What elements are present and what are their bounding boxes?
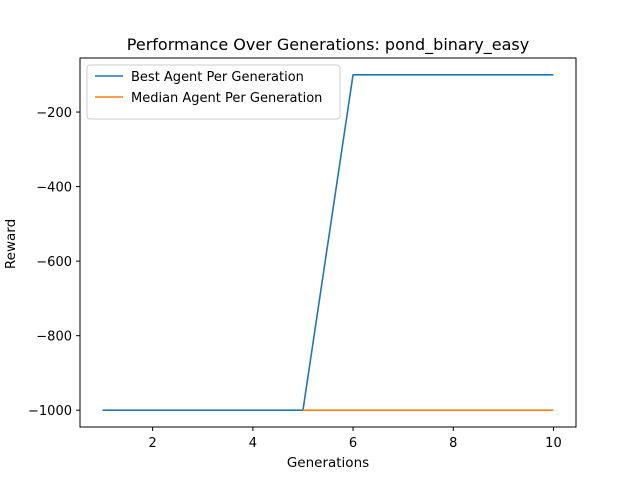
x-tick-label: 8 [449,436,457,451]
legend-label: Best Agent Per Generation [131,70,304,85]
y-tick-label: −600 [36,255,72,270]
x-tick-label: 4 [249,436,257,451]
x-axis-ticks: 2 4 6 8 10 [149,427,562,451]
y-tick-label: −200 [36,106,72,121]
y-axis-label: Reward [3,219,19,269]
legend: Best Agent Per Generation Median Agent Pe… [86,64,341,120]
x-tick-label: 2 [149,436,157,451]
series-layer [102,73,554,412]
series-line [102,73,554,412]
y-tick-label: −400 [36,181,72,196]
y-tick-label: −800 [36,330,72,345]
y-axis-ticks: −200 −400 −600 −800 −1000 [28,106,80,419]
x-tick-label: 6 [349,436,357,451]
y-tick-label: −1000 [28,404,72,419]
legend-label: Median Agent Per Generation [131,91,322,106]
legend-box [86,64,341,120]
chart-title: Performance Over Generations: pond_binar… [127,35,529,55]
x-axis-label: Generations [287,455,369,471]
axes-frame [79,57,577,428]
x-tick-label: 10 [545,436,562,451]
